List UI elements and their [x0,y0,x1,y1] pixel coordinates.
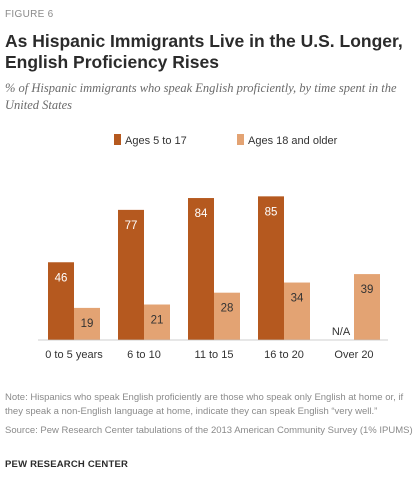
bar-ages-18-and-older-16-to-20 [284,282,310,340]
data-label-ages-5-to-17-11-to-15: 84 [195,208,208,220]
legend-swatch-ages-18-and-older [237,134,244,145]
bar-chart: Ages 5 to 17 Ages 18 and older 46 19 77 21 8… [38,134,388,361]
x-axis-labels: 0 to 5 years 6 to 10 11 to 15 16 to 20 Over … [45,349,373,361]
chart-note: Note: Hispanics who speak English profic… [5,392,404,417]
figure-label: FIGURE 6 [5,9,54,20]
bar-ages-5-to-17-0-to-5-years [48,262,74,340]
legend: Ages 5 to 17 Ages 18 and older [114,134,338,147]
data-label-ages-18-and-older-over-20: 39 [361,284,374,296]
x-tick-label-11-to-15: 11 to 15 [195,349,234,361]
data-label-ages-5-to-17-over-20: N/A [332,326,351,338]
x-tick-label-over-20: Over 20 [334,349,373,361]
data-label-ages-18-and-older-6-to-10: 21 [151,315,164,327]
chart-source: Source: Pew Research Center tabulations … [5,425,413,436]
data-label-ages-5-to-17-6-to-10: 77 [125,220,138,232]
data-label-ages-18-and-older-16-to-20: 34 [291,293,304,305]
bar-ages-18-and-older-0-to-5-years [74,307,100,340]
bar-ages-5-to-17-16-to-20 [258,196,284,340]
legend-label-ages-5-to-17: Ages 5 to 17 [125,135,187,147]
x-tick-label-6-to-10: 6 to 10 [127,349,161,361]
bar-ages-18-and-older-over-20 [354,274,380,340]
chart-subtitle: % of Hispanic immigrants who speak Engli… [5,81,397,112]
legend-swatch-ages-5-to-17 [114,134,121,145]
data-label-ages-5-to-17-16-to-20: 85 [265,206,278,218]
bar-ages-18-and-older-11-to-15 [214,292,240,340]
data-label-ages-18-and-older-0-to-5-years: 19 [81,318,94,330]
x-tick-label-16-to-20: 16 to 20 [264,349,304,361]
data-label-ages-5-to-17-0-to-5-years: 46 [55,272,68,284]
bars-group: 46 19 77 21 84 28 85 34 N/A 39 [48,196,380,340]
data-label-ages-18-and-older-11-to-15: 28 [221,303,234,315]
bar-ages-18-and-older-6-to-10 [144,304,170,340]
chart-title: As Hispanic Immigrants Live in the U.S. … [5,31,403,72]
bar-ages-5-to-17-11-to-15 [188,198,214,340]
bar-ages-5-to-17-6-to-10 [118,209,144,340]
x-tick-label-0-to-5-years: 0 to 5 years [45,349,103,361]
organization-label: PEW RESEARCH CENTER [5,459,129,470]
legend-label-ages-18-and-older: Ages 18 and older [248,135,338,147]
